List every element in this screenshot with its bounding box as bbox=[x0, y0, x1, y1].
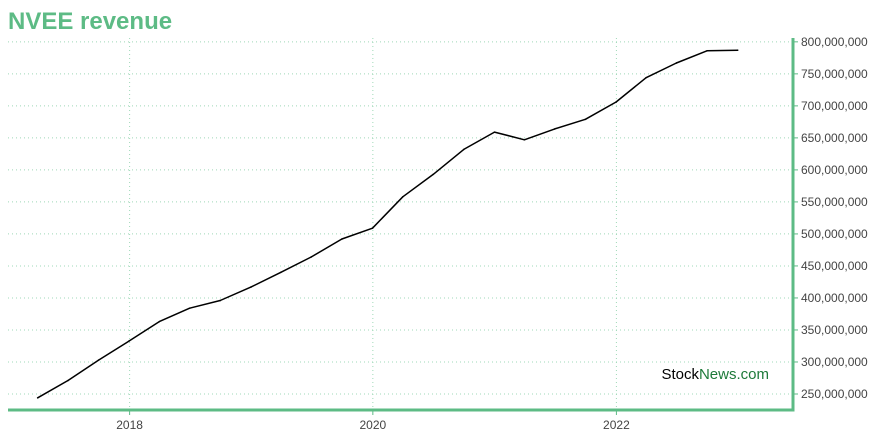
chart-title: NVEE revenue bbox=[8, 8, 173, 35]
y-tick-label: 650,000,000 bbox=[801, 131, 868, 145]
data-point bbox=[36, 397, 39, 399]
data-point bbox=[128, 340, 131, 342]
y-tick-label: 500,000,000 bbox=[801, 227, 868, 241]
data-point bbox=[402, 195, 404, 198]
series-line bbox=[37, 49, 738, 399]
data-point bbox=[493, 131, 496, 133]
y-tick-label: 450,000,000 bbox=[801, 259, 868, 273]
y-tick-label: 400,000,000 bbox=[801, 291, 868, 305]
axes bbox=[8, 38, 798, 415]
x-tick-label: 2018 bbox=[116, 418, 143, 432]
data-point bbox=[553, 128, 556, 130]
series-layer bbox=[36, 49, 739, 399]
y-tick-label: 300,000,000 bbox=[801, 355, 868, 369]
data-point bbox=[463, 148, 465, 151]
data-point bbox=[675, 62, 678, 64]
data-point bbox=[645, 76, 647, 79]
data-point bbox=[310, 256, 313, 258]
grid bbox=[8, 38, 793, 410]
watermark-part-com: .com bbox=[736, 366, 769, 383]
data-point bbox=[97, 359, 100, 361]
data-point bbox=[188, 307, 191, 309]
data-point bbox=[158, 320, 161, 323]
data-point bbox=[615, 101, 617, 103]
data-point bbox=[250, 286, 252, 288]
y-tick-label: 800,000,000 bbox=[801, 35, 868, 49]
y-tick-label: 700,000,000 bbox=[801, 99, 868, 113]
y-tick-label: 250,000,000 bbox=[801, 387, 868, 401]
data-point bbox=[432, 173, 434, 176]
y-tick-label: 550,000,000 bbox=[801, 195, 868, 209]
y-tick-label: 350,000,000 bbox=[801, 323, 868, 337]
data-point bbox=[219, 299, 222, 302]
y-tick-label: 750,000,000 bbox=[801, 67, 868, 81]
data-point bbox=[280, 271, 282, 274]
watermark-part-news: News bbox=[699, 366, 737, 383]
data-point bbox=[584, 118, 587, 121]
watermark-part-stock: Stock bbox=[661, 366, 699, 383]
data-point bbox=[523, 139, 526, 141]
data-point bbox=[371, 227, 374, 229]
x-tick-label: 2022 bbox=[603, 418, 630, 432]
data-point bbox=[706, 50, 708, 52]
watermark: StockNews.com bbox=[661, 366, 769, 383]
data-point bbox=[67, 379, 69, 382]
y-tick-label: 600,000,000 bbox=[801, 163, 868, 177]
tick-labels: 250,000,000 300,000,000 350,000,000 400,000… bbox=[116, 35, 868, 432]
x-tick-label: 2020 bbox=[359, 418, 386, 432]
data-point bbox=[341, 238, 343, 240]
data-point bbox=[736, 49, 739, 51]
